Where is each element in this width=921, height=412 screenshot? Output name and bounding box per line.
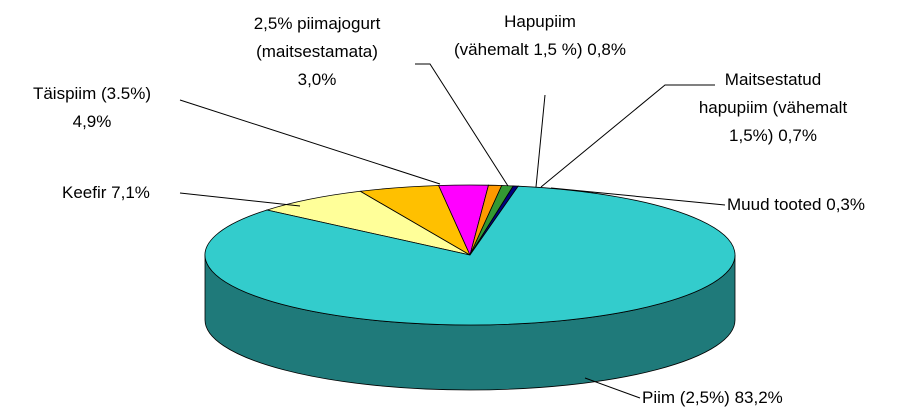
value-label: 0,8% — [587, 40, 626, 59]
leader-line — [540, 84, 715, 188]
category-label: Hapupiim (vähemalt 1,5 %) — [454, 12, 583, 59]
category-label: Täispiim (3.5%) — [32, 84, 152, 103]
leader-line — [179, 192, 301, 207]
slice — [204, 185, 736, 326]
slice-label: Piim (2,5%) 83,2% — [642, 384, 912, 412]
category-label: Muud tooted — [727, 195, 822, 214]
value-label: 0,7% — [778, 126, 817, 145]
value-label: 7,1% — [111, 183, 150, 202]
leader-line — [415, 63, 509, 187]
slice-label: Muud tooted 0,3% — [727, 191, 917, 219]
slice — [265, 190, 471, 256]
category-label: Piim (2,5%) — [642, 388, 730, 407]
category-label: Keefir — [62, 183, 107, 202]
slice-label: Keefir 7,1% — [62, 179, 182, 207]
category-label: Maitsestatud hapupiim (vähemalt 1,5%) — [698, 70, 848, 145]
category-label: 2,5% piimajogurt (maitsestamata) — [253, 14, 381, 61]
value-label: 3,0% — [297, 70, 337, 89]
slice-label: 2,5% piimajogurt (maitsestamata) 3,0% — [222, 10, 412, 94]
leader-line — [584, 377, 641, 399]
value-label: 0,3% — [826, 195, 865, 214]
leader-line — [550, 187, 726, 206]
slice-label: Maitsestatud hapupiim (vähemalt 1,5%) 0,… — [668, 66, 878, 150]
slice-label: Hapupiim (vähemalt 1,5 %) 0,8% — [450, 8, 630, 64]
leader-line — [535, 94, 546, 188]
value-label: 83,2% — [734, 388, 783, 407]
slice-label: Täispiim (3.5%) 4,9% — [2, 80, 182, 136]
value-label: 4,9% — [72, 112, 112, 131]
leader-line — [179, 99, 441, 185]
